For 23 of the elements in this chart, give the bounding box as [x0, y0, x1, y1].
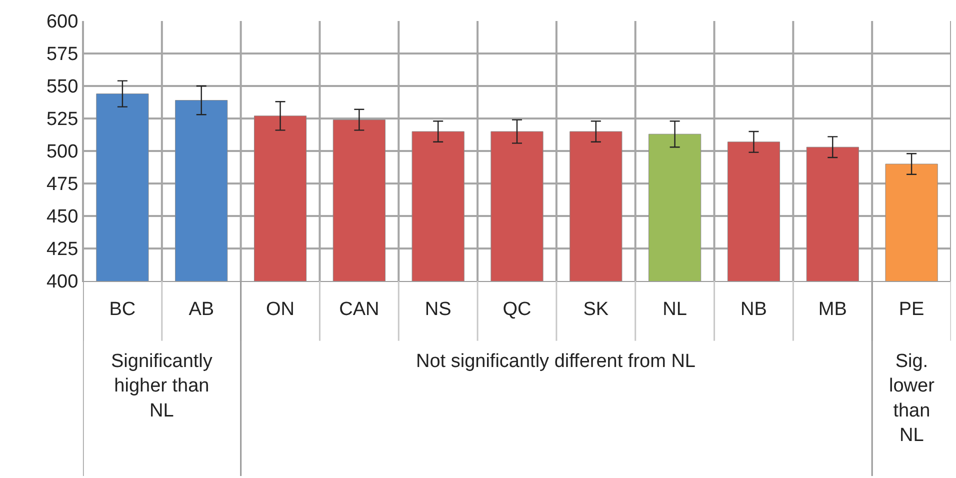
x-tick-label: AB	[188, 298, 214, 320]
x-tick-label: QC	[502, 298, 532, 320]
y-tick-label: 575	[46, 44, 78, 66]
x-tick-label: NS	[424, 298, 452, 320]
text: Sig. lower than NL	[889, 351, 936, 446]
x-tick-label: PE	[898, 298, 924, 320]
x-tick-label: ON	[266, 298, 295, 320]
y-tick-label: 450	[46, 206, 78, 228]
x-tick-label: BC	[109, 298, 136, 320]
y-tick-label: 475	[46, 174, 78, 196]
y-tick-label: 400	[46, 272, 78, 293]
x-tick-label: NB	[740, 298, 767, 320]
y-tick-label: 550	[46, 76, 78, 98]
text: Not significantly different from NL	[416, 351, 696, 372]
x-tick-label: CAN	[339, 298, 380, 320]
y-tick-label: 425	[46, 239, 78, 260]
x-tick-label: MB	[818, 298, 847, 320]
y-tick-label: 525	[46, 109, 78, 130]
text: Significantly higher than NL	[111, 351, 213, 422]
y-tick-label: 500	[46, 142, 78, 163]
x-tick-label: NL	[662, 298, 687, 320]
y-tick-label: 600	[46, 12, 78, 33]
x-tick-label: SK	[583, 298, 609, 320]
